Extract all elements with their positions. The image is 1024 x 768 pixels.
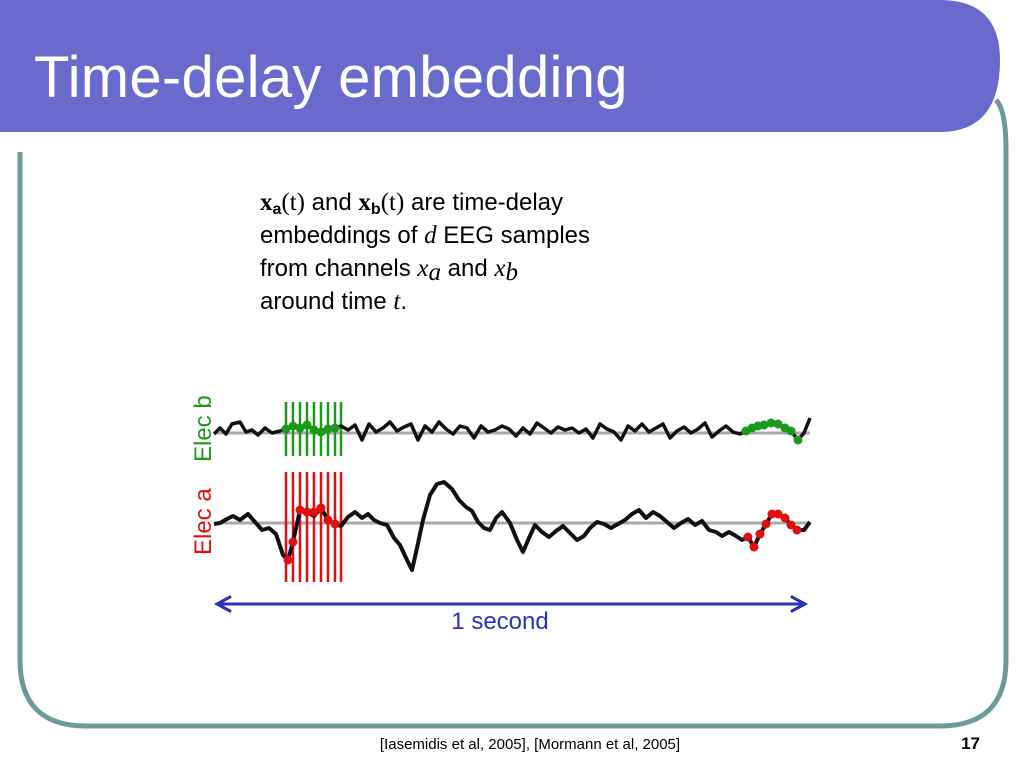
channel-b-subscript: b — [505, 259, 519, 286]
body-line-2: embeddings of d EEG samples — [260, 219, 700, 252]
xa-subscript: a — [272, 201, 282, 218]
line2-tail: EEG samples — [436, 222, 590, 249]
xb-symbol: x — [358, 189, 371, 216]
elec-b-label: Elec b — [190, 395, 217, 462]
content-border — [17, 98, 1009, 729]
elec-a-sample-points — [283, 503, 802, 565]
line2-head: embeddings of — [260, 222, 425, 249]
elec-b-sample-points — [281, 418, 803, 445]
and-text-2: and — [441, 255, 495, 282]
elec-a-label: Elec a — [190, 488, 217, 555]
channel-b-symbol: x — [494, 255, 506, 282]
channel-a-subscript: a — [428, 259, 442, 286]
line4-head: around time — [260, 288, 394, 315]
slide-title: Time-delay embedding — [34, 45, 628, 110]
title-bar — [0, 0, 1000, 132]
line4-tail: . — [400, 288, 408, 315]
and-text-1: and — [305, 189, 359, 216]
duration-label: 1 second — [451, 608, 549, 635]
xa-symbol: x — [260, 189, 273, 216]
page-number: 17 — [961, 734, 980, 753]
line3-head: from channels — [260, 255, 418, 282]
channel-a-symbol: x — [417, 255, 429, 282]
body-line-4: around time t. — [260, 285, 700, 318]
xb-subscript: b — [370, 201, 381, 218]
duration-arrow — [213, 595, 809, 613]
body-line-1: xa(t) and xb(t) are time-delay — [260, 186, 700, 219]
body-line-3: from channels xa and xb — [260, 252, 700, 285]
body-text: xa(t) and xb(t) are time-delay embedding… — [260, 186, 700, 318]
citation: [Iasemidis et al, 2005], [Mormann et al,… — [379, 736, 681, 753]
xa-argument: (t) — [281, 189, 306, 216]
t-symbol: t — [393, 288, 401, 315]
d-symbol: d — [424, 222, 437, 249]
xb-argument: (t) — [380, 189, 405, 216]
line1-tail: are time-delay — [404, 189, 564, 216]
elec-a-trace — [213, 480, 812, 572]
